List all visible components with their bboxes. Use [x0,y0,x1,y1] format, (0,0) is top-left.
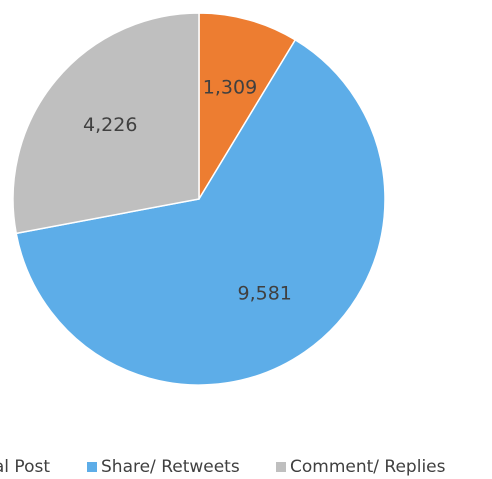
data-label: 9,581 [238,282,292,304]
legend-swatch [87,462,97,472]
legend-label: Original Post [0,457,50,477]
pie-slice [198,12,297,202]
pie-slice [15,38,386,386]
data-label: 1,309 [203,76,257,98]
data-label: 4,226 [83,114,137,136]
legend-label: Comment/ Replies [290,457,446,477]
legend-swatch [276,462,286,472]
legend-label: Share/ Retweets [101,457,240,477]
pie-slice [12,12,200,235]
